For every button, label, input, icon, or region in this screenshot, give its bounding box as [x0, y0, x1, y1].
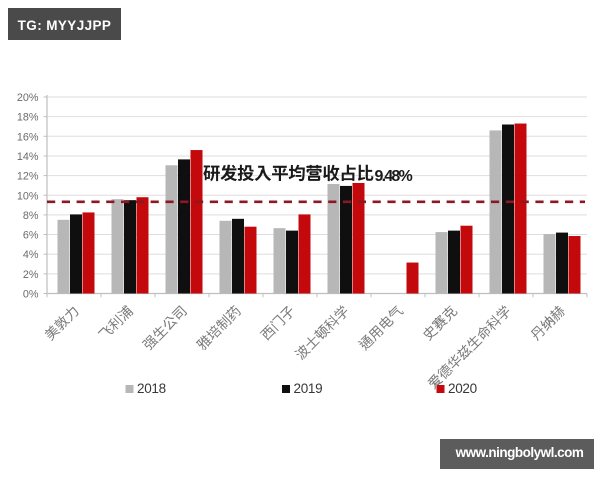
svg-text:9.48%: 9.48%	[375, 168, 413, 185]
svg-text:2020: 2020	[448, 381, 477, 396]
svg-text:12%: 12%	[17, 171, 39, 183]
svg-text:14%: 14%	[17, 151, 39, 163]
svg-text:2%: 2%	[23, 269, 39, 281]
svg-text:20%: 20%	[17, 92, 39, 104]
svg-text:8%: 8%	[23, 210, 39, 222]
svg-text:4%: 4%	[23, 249, 39, 261]
svg-text:16%: 16%	[17, 131, 39, 143]
svg-text:10%: 10%	[17, 190, 39, 202]
svg-text:2018: 2018	[137, 381, 166, 396]
svg-text:0%: 0%	[23, 289, 39, 301]
svg-text:18%: 18%	[17, 112, 39, 124]
svg-text:2019: 2019	[294, 381, 323, 396]
svg-text:6%: 6%	[23, 230, 39, 242]
